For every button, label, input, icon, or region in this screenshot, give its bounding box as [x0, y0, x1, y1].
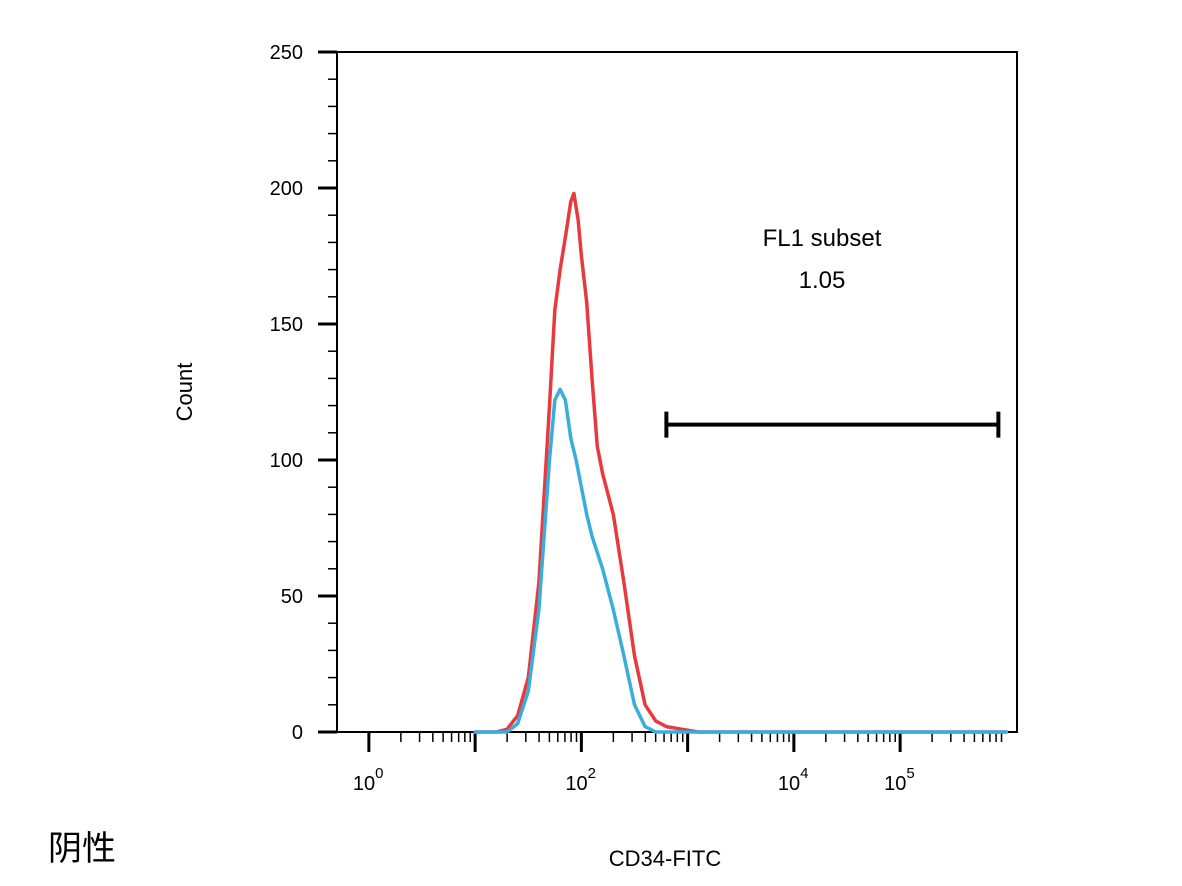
x-tick-label: 105 — [884, 765, 915, 795]
x-tick-label: 104 — [778, 765, 809, 795]
plot-frame — [336, 51, 1018, 733]
y-axis-label: Count — [172, 363, 197, 422]
gate-name: FL1 subset — [763, 225, 882, 252]
side-label: 阴性 — [48, 829, 116, 869]
x-axis-label: CD34-FITC — [609, 846, 722, 871]
histogram-series-line — [473, 387, 1009, 734]
y-axis: 0 50 100 150 200 250 — [270, 42, 337, 744]
x-tick-label: 102 — [565, 765, 596, 795]
y-tick-label: 250 — [270, 42, 303, 64]
gate-layer — [664, 411, 1001, 438]
x-axis: 100 102 104 105 — [353, 732, 1003, 795]
histogram-series-line — [473, 191, 1009, 734]
x-tick-label: 100 — [353, 765, 384, 795]
y-tick-label: 200 — [270, 178, 303, 200]
y-tick-label: 0 — [292, 722, 303, 744]
series-layer — [473, 191, 1009, 734]
y-tick-label: 100 — [270, 450, 303, 472]
gate-value: 1.05 — [799, 267, 846, 294]
y-tick-label: 50 — [281, 586, 303, 608]
y-tick-label: 150 — [270, 314, 303, 336]
